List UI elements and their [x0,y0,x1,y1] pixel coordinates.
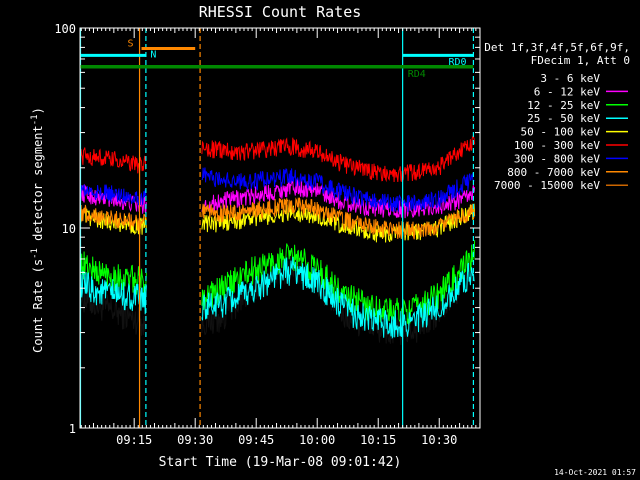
x-tick-label-3: 10:00 [299,433,335,447]
saa-label: S [128,38,134,49]
legend-label-8: 7000 - 15000 keV [494,179,600,192]
series-line-7 [80,197,476,240]
legend-label-0: 3 - 6 keV [540,72,600,85]
x-tick-label-5: 10:30 [421,433,457,447]
series-line-3 [80,256,475,339]
night-label: N [150,49,156,60]
axis-ticks: 1 10 100 09:15 09:30 09:45 10:00 10:15 10:30 [54,22,481,447]
legend-label-2: 12 - 25 keV [527,99,600,112]
rd0-label: RD0 [449,57,467,68]
rd4-label: RD4 [408,69,426,80]
series-line-5 [80,135,476,183]
legend-label-4: 50 - 100 keV [521,126,601,139]
legend: Det 1f,3f,4f,5f,6f,9f, FDecim 1, Att 0 3… [484,41,630,192]
x-tick-label-1: 09:30 [177,433,213,447]
legend-header-line-1: Det 1f,3f,4f,5f,6f,9f, [484,41,630,54]
x-tick-label-2: 09:45 [238,433,274,447]
legend-header-line-2: FDecim 1, Att 0 [531,54,630,67]
y-axis-label: Count Rate (s-1 detector segment-1) [30,107,45,353]
series-curves [80,135,476,346]
y-tick-label-1: 10 [62,222,76,236]
footer-timestamp: 14-Oct-2021 01:57 [554,468,636,477]
x-tick-label-0: 09:15 [116,433,152,447]
x-axis-label: Start Time (19-Mar-08 09:01:42) [159,455,402,470]
legend-label-5: 100 - 300 keV [514,139,600,152]
y-tick-label-0: 1 [69,422,76,436]
x-tick-label-4: 10:15 [360,433,396,447]
chart-title: RHESSI Count Rates [199,3,362,21]
legend-label-7: 800 - 7000 keV [507,166,600,179]
series-line-6 [80,167,475,213]
legend-label-3: 25 - 50 keV [527,112,600,125]
y-tick-label-2: 100 [54,22,76,36]
legend-label-1: 6 - 12 keV [534,85,601,98]
legend-label-6: 300 - 800 keV [514,152,600,165]
